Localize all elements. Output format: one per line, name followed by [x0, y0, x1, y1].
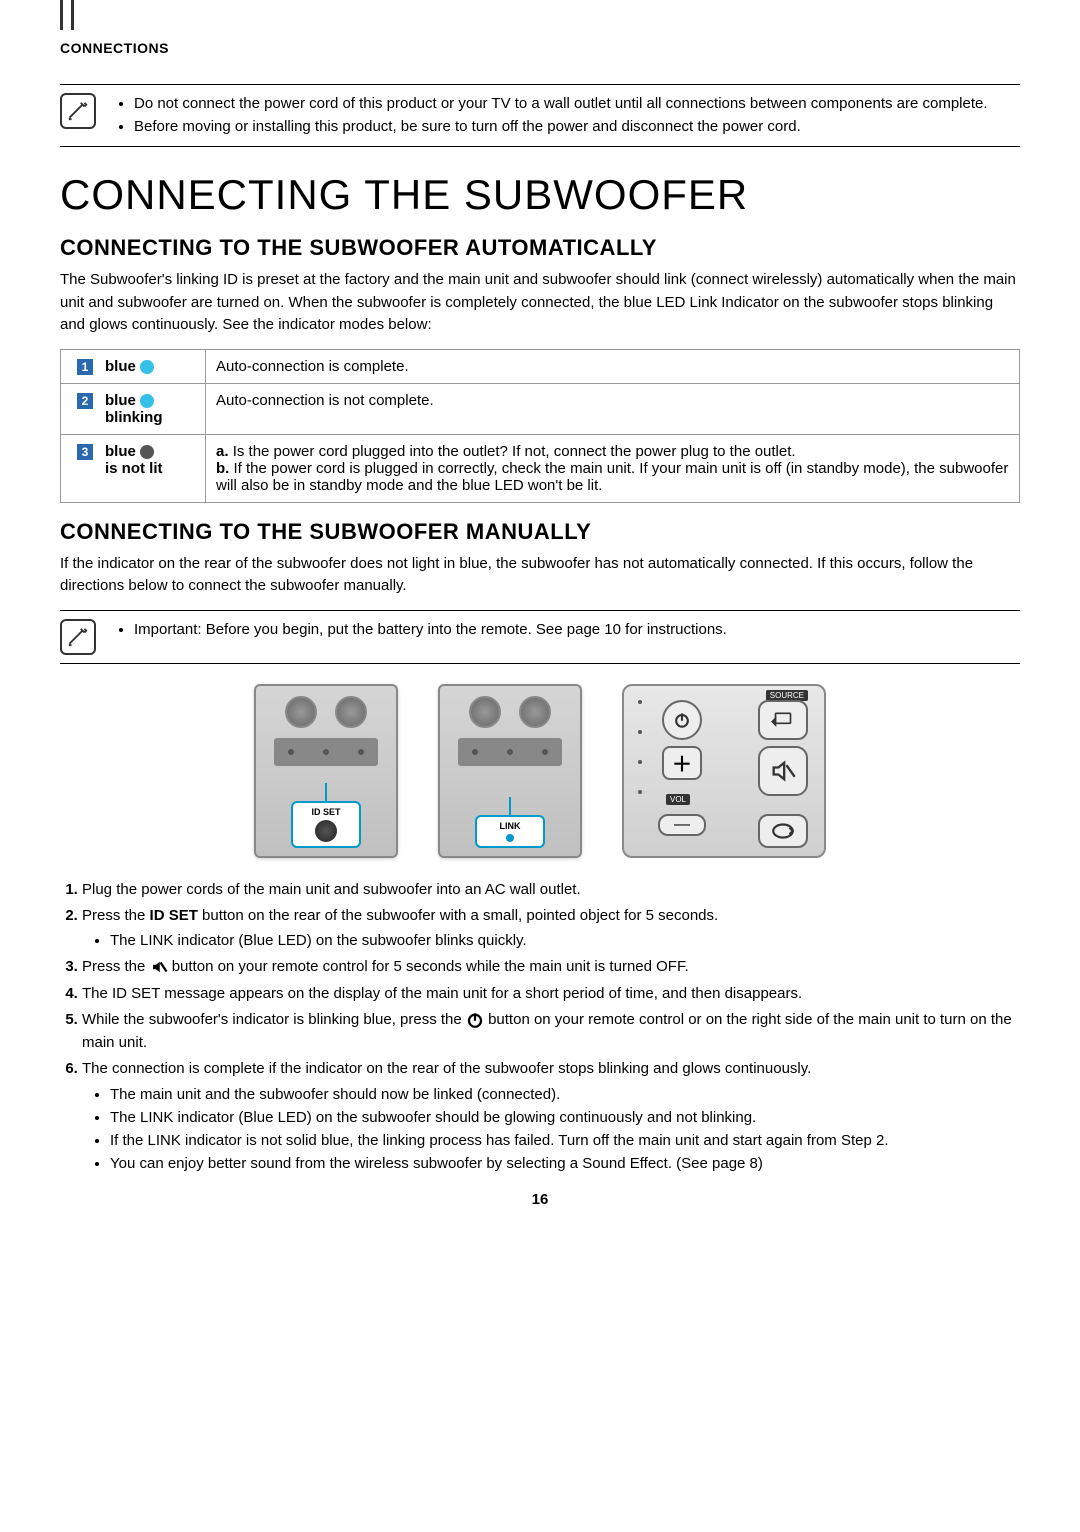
divider — [60, 663, 1020, 664]
diagram-row: ID SET LINK SOURCE ＋ VOL — — [60, 684, 1020, 858]
led-on-icon — [140, 394, 154, 408]
link-callout: LINK — [475, 815, 545, 848]
step-text: Press the — [82, 907, 150, 924]
led-label-sub: blinking — [105, 409, 163, 426]
step-item: While the subwoofer's indicator is blink… — [82, 1008, 1020, 1055]
step-item: Plug the power cords of the main unit an… — [82, 878, 1020, 901]
step-sub: The LINK indicator (Blue LED) on the sub… — [110, 929, 1020, 952]
note-list: Do not connect the power cord of this pr… — [116, 93, 1020, 138]
section-label: CONNECTIONS — [60, 40, 1020, 56]
idset-label: ID SET — [311, 807, 340, 817]
led-label-sub: is not lit — [105, 460, 163, 477]
step-sub: You can enjoy better sound from the wire… — [110, 1152, 1020, 1175]
note-block-manual: Important: Before you begin, put the bat… — [60, 611, 1020, 663]
sub-b-text: If the power cord is plugged in correctl… — [216, 460, 1008, 494]
link-led-icon — [506, 834, 514, 842]
step-text: button on the rear of the subwoofer with… — [198, 907, 718, 924]
step-text: The connection is complete if the indica… — [82, 1060, 811, 1077]
idset-button-icon — [315, 820, 337, 842]
manual-steps: Plug the power cords of the main unit an… — [60, 878, 1020, 1176]
sub-b-prefix: b. — [216, 460, 229, 477]
subwoofer-rear-diagram: ID SET — [254, 684, 398, 858]
heading-manual: CONNECTING TO THE SUBWOOFER MANUALLY — [60, 519, 1020, 545]
note-block-top: Do not connect the power cord of this pr… — [60, 85, 1020, 146]
led-off-icon — [140, 445, 154, 459]
led-label-cell: blue blinking — [99, 383, 206, 434]
source-button-icon — [758, 700, 808, 740]
step-text: While the subwoofer's indicator is blink… — [82, 1011, 466, 1028]
led-on-icon — [140, 360, 154, 374]
step-text: Press the — [82, 958, 150, 975]
row-number: 2 — [77, 393, 93, 409]
power-button-icon — [662, 700, 702, 740]
vol-up-icon: ＋ — [662, 746, 702, 780]
led-label: blue — [105, 443, 136, 460]
table-row: 1 blue Auto-connection is complete. — [61, 349, 1020, 383]
auto-intro: The Subwoofer's linking ID is preset at … — [60, 269, 1020, 337]
page-tab-mark — [60, 0, 74, 30]
vol-label: VOL — [666, 794, 690, 805]
source-label: SOURCE — [766, 690, 808, 701]
vol-down-icon: — — [658, 814, 706, 836]
idset-callout: ID SET — [291, 801, 361, 848]
step-sub: The LINK indicator (Blue LED) on the sub… — [110, 1106, 1020, 1129]
step-sub: If the LINK indicator is not solid blue,… — [110, 1129, 1020, 1152]
led-desc: Auto-connection is complete. — [206, 349, 1020, 383]
page-title: CONNECTING THE SUBWOOFER — [60, 171, 1020, 219]
note-item: Do not connect the power cord of this pr… — [134, 93, 1020, 116]
led-desc-compound: a. Is the power cord plugged into the ou… — [206, 434, 1020, 502]
divider — [60, 146, 1020, 147]
note-list: Important: Before you begin, put the bat… — [116, 619, 1020, 642]
table-row: 2 blue blinking Auto-connection is not c… — [61, 383, 1020, 434]
mute-button-icon — [758, 746, 808, 796]
note-icon — [60, 93, 96, 129]
step-sub: The main unit and the subwoofer should n… — [110, 1083, 1020, 1106]
remote-diagram: SOURCE ＋ VOL — — [622, 684, 826, 858]
step-item: Press the button on your remote control … — [82, 955, 1020, 978]
sub-a-text: Is the power cord plugged into the outle… — [233, 443, 796, 460]
page-number: 16 — [60, 1191, 1020, 1208]
mute-inline-icon — [150, 958, 168, 976]
link-label: LINK — [500, 821, 521, 831]
step-item: Press the ID SET button on the rear of t… — [82, 904, 1020, 953]
table-row: 3 blue is not lit a. Is the power cord p… — [61, 434, 1020, 502]
manual-intro: If the indicator on the rear of the subw… — [60, 553, 1020, 598]
power-inline-icon — [466, 1011, 484, 1029]
row-number: 1 — [77, 359, 93, 375]
led-label: blue — [105, 358, 136, 375]
led-label: blue — [105, 392, 136, 409]
step-text: button on your remote control for 5 seco… — [172, 958, 689, 975]
step-bold: ID SET — [150, 907, 198, 924]
row-number: 3 — [77, 444, 93, 460]
led-desc: Auto-connection is not complete. — [206, 383, 1020, 434]
repeat-button-icon — [758, 814, 808, 848]
note-icon — [60, 619, 96, 655]
led-label-cell: blue is not lit — [99, 434, 206, 502]
step-item: The connection is complete if the indica… — [82, 1057, 1020, 1175]
sub-a-prefix: a. — [216, 443, 229, 460]
heading-auto: CONNECTING TO THE SUBWOOFER AUTOMATICALL… — [60, 235, 1020, 261]
led-indicator-table: 1 blue Auto-connection is complete. 2 bl… — [60, 349, 1020, 503]
step-item: The ID SET message appears on the displa… — [82, 982, 1020, 1005]
led-label-cell: blue — [99, 349, 206, 383]
note-item: Before moving or installing this product… — [134, 116, 1020, 139]
subwoofer-rear-diagram: LINK — [438, 684, 582, 858]
note-item: Important: Before you begin, put the bat… — [134, 619, 1020, 642]
